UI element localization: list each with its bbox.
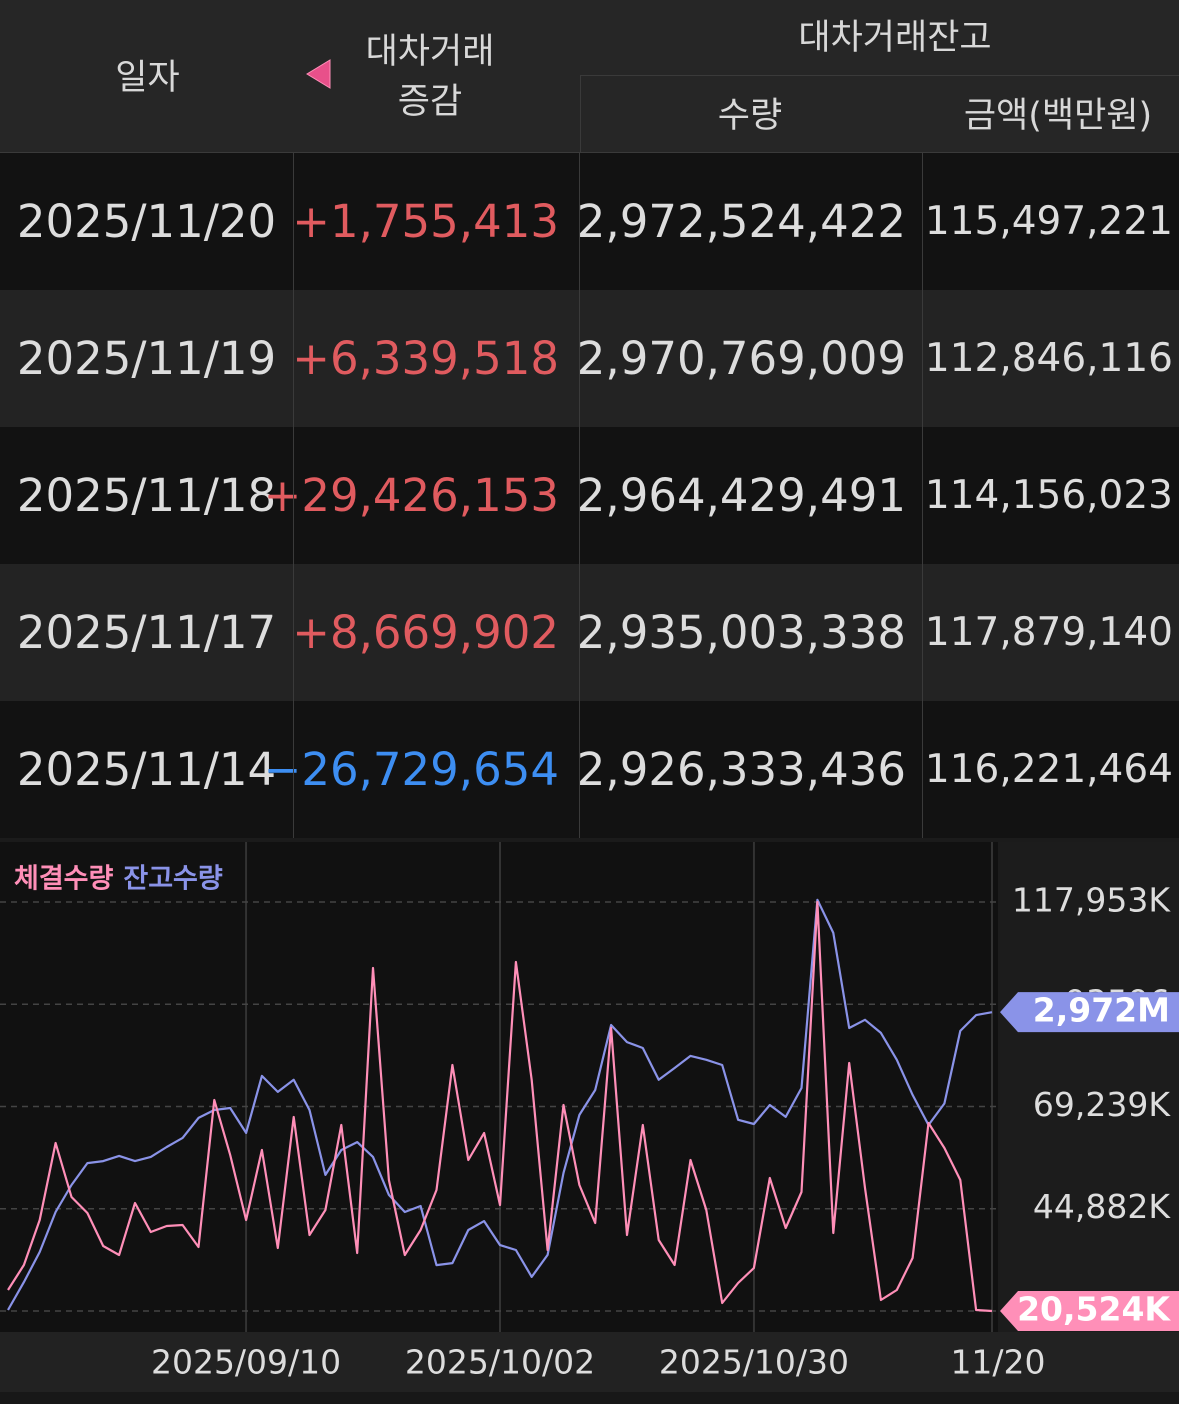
series-line	[7, 898, 993, 1311]
qty-cell: 2,926,333,436	[576, 743, 906, 796]
x-axis-bg	[0, 1332, 1179, 1392]
sort-arrow[interactable]	[304, 58, 332, 90]
table-row: 2025/11/17 +8,669,902 2,935,003,338 117,879…	[0, 564, 1179, 701]
date-cell: 2025/11/17	[16, 606, 277, 659]
x-tick-label: 2025/09/10	[151, 1343, 341, 1382]
axis-bg	[998, 842, 1179, 1332]
chart: 2025/09/10 2025/10/02 2025/10/30 11/20 20,52…	[0, 842, 1179, 1404]
y-tick-label: 69,239K	[1033, 1085, 1171, 1124]
amount-cell: 114,156,023	[924, 473, 1173, 518]
column-divider	[580, 75, 581, 153]
series-line	[7, 900, 993, 1313]
date-cell: 2025/11/14	[16, 743, 277, 796]
divider	[580, 75, 1179, 76]
change-cell: −26,729,654	[263, 743, 559, 796]
table-row: 2025/11/19 +6,339,518 2,970,769,009 112,846…	[0, 290, 1179, 427]
header-amount: 금액(백만원)	[963, 96, 1153, 136]
change-cell: +1,755,413	[292, 195, 559, 248]
change-cell: +29,426,153	[263, 469, 559, 522]
qty-cell: 2,964,429,491	[576, 469, 906, 522]
date-cell: 2025/11/19	[16, 332, 277, 385]
change-cell: +8,669,902	[292, 606, 559, 659]
header-date: 일자	[115, 58, 180, 98]
last-value-marker	[1000, 1291, 1179, 1332]
date-cell: 2025/11/18	[16, 469, 277, 522]
header-change: 증감	[397, 82, 463, 122]
legend-entry: 잔고수량	[123, 864, 223, 895]
x-tick-label: 2025/10/02	[405, 1343, 595, 1382]
legend-entry: 체결수량	[14, 864, 114, 895]
x-tick-label: 11/20	[950, 1343, 1045, 1382]
table-row: 2025/11/14 −26,729,654 2,926,333,436 116,22…	[0, 701, 1179, 838]
last-value-label: 20,524K	[1017, 1290, 1171, 1329]
qty-cell: 2,972,524,422	[576, 195, 906, 248]
last-value-marker	[1000, 992, 1179, 1033]
change-cell: +6,339,518	[292, 332, 559, 385]
y-tick-label: 44,882K	[1033, 1187, 1171, 1226]
table-row: 2025/11/20 +1,755,413 2,972,524,422 115,497…	[0, 153, 1179, 290]
table-header: 일자 대차거래 증감 대차거래잔고 수량 금액(백만원)	[0, 0, 1179, 153]
amount-cell: 116,221,464	[924, 747, 1173, 792]
date-cell: 2025/11/20	[16, 195, 277, 248]
x-tick-label: 2025/10/30	[659, 1343, 849, 1382]
header-change: 대차거래	[365, 32, 495, 72]
qty-cell: 2,935,003,338	[576, 606, 906, 659]
qty-cell: 2,970,769,009	[576, 332, 906, 385]
table-row: 2025/11/18 +29,426,153 2,964,429,491 114,15…	[0, 427, 1179, 564]
header-balance: 대차거래잔고	[798, 18, 992, 58]
y-tick-label: 117,953K	[1012, 880, 1171, 919]
column-divider	[293, 153, 294, 838]
amount-cell: 115,497,221	[924, 199, 1173, 244]
column-divider	[922, 153, 923, 838]
bottom-strip	[0, 1392, 1179, 1404]
amount-cell: 112,846,116	[924, 336, 1173, 381]
last-value-label: 2,972M	[1033, 991, 1170, 1030]
amount-cell: 117,879,140	[924, 610, 1173, 655]
header-qty: 수량	[717, 96, 783, 136]
column-divider	[579, 153, 580, 838]
